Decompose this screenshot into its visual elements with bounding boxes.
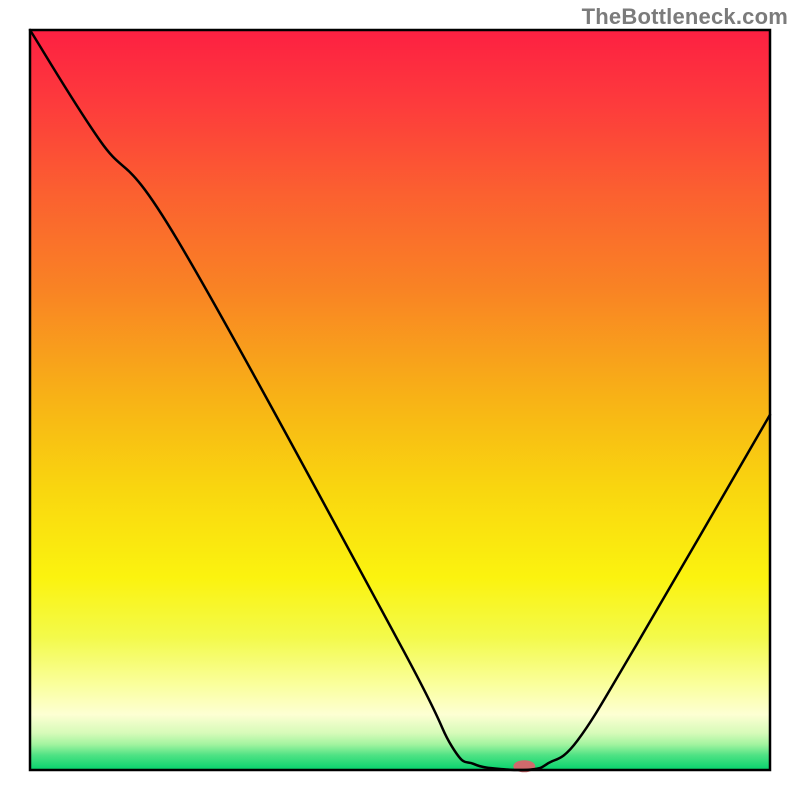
chart-background bbox=[30, 30, 770, 770]
bottleneck-chart bbox=[0, 0, 800, 800]
chart-stage: TheBottleneck.com bbox=[0, 0, 800, 800]
attribution-watermark: TheBottleneck.com bbox=[582, 4, 788, 30]
